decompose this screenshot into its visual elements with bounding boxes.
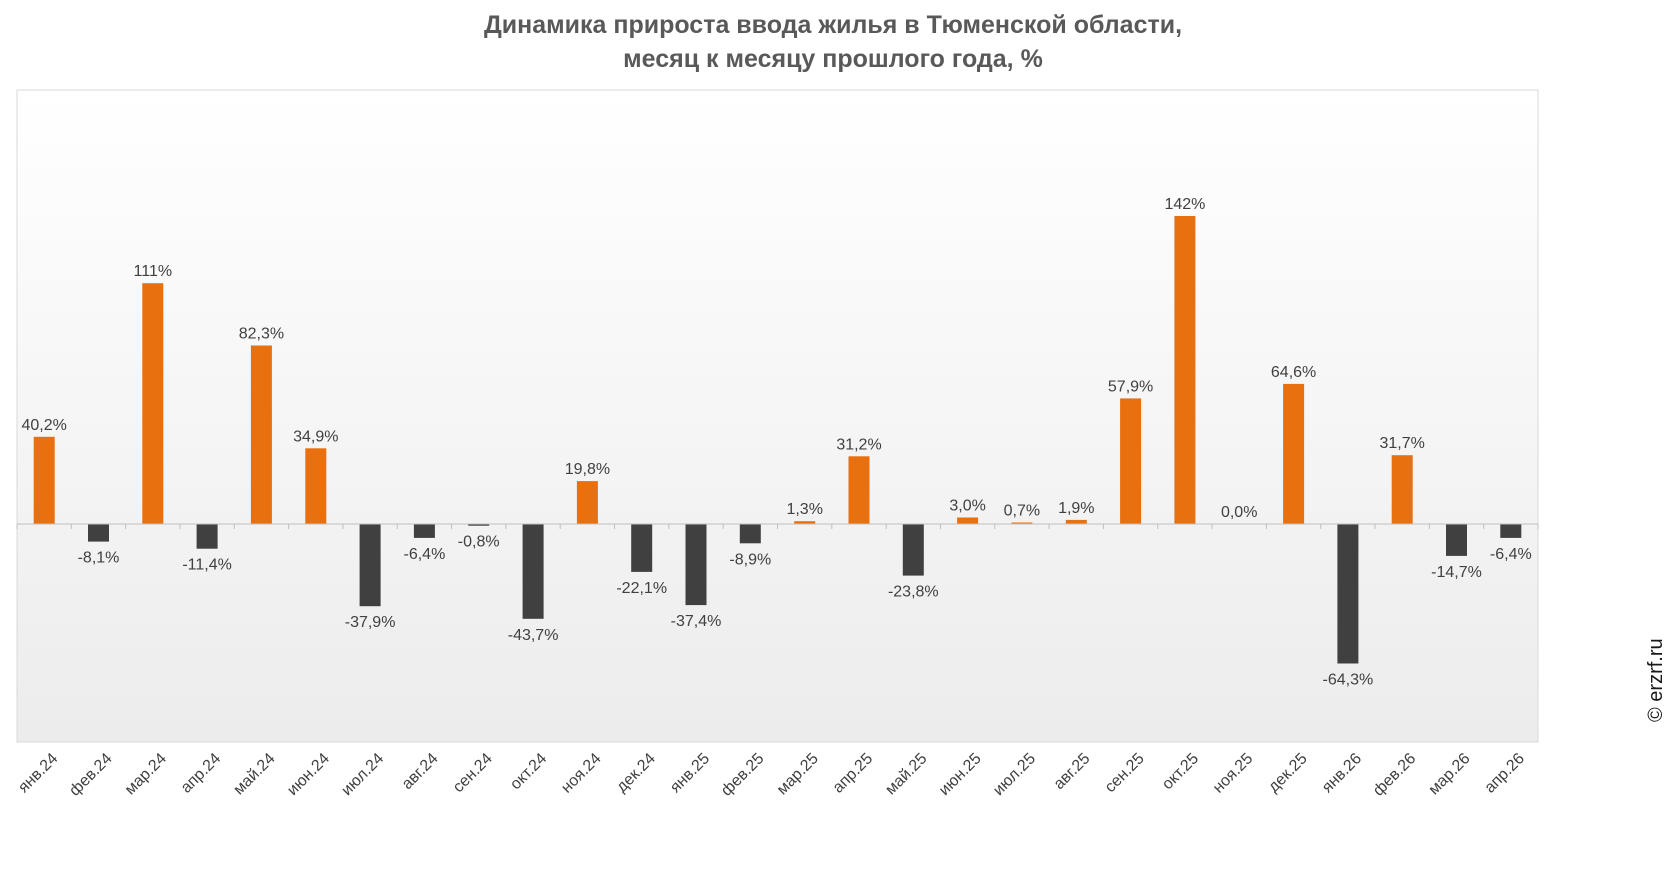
x-axis-ticks (16, 524, 1539, 529)
bar-фев.24 (88, 524, 109, 542)
data-label-янв.24: 40,2% (22, 417, 67, 434)
data-label-фев.24: -8,1% (78, 550, 120, 567)
x-axis-label-мар.24: мар.24 (122, 750, 170, 798)
data-label-сен.25: 57,9% (1108, 378, 1153, 395)
bar-апр.24 (196, 524, 218, 549)
bar-сен.25 (1120, 398, 1142, 524)
data-label-дек.25: 64,6% (1271, 364, 1316, 381)
data-label-апр.25: 31,2% (836, 436, 881, 453)
bar-окт.25 (1174, 216, 1196, 524)
data-label-фев.25: -8,9% (729, 551, 771, 568)
x-axis-label-дек.25: дек.25 (1265, 750, 1311, 796)
bars-layer (33, 216, 1522, 664)
bar-мар.26 (1446, 524, 1467, 556)
data-label-окт.24: -43,7% (508, 627, 559, 644)
bar-дек.24 (631, 524, 653, 572)
x-axis-label-окт.25: окт.25 (1159, 750, 1202, 793)
bar-фев.25 (739, 524, 761, 544)
x-axis-label-сен.24: сен.24 (450, 750, 496, 796)
data-label-авг.24: -6,4% (404, 546, 446, 563)
data-label-сен.24: -0,8% (458, 534, 500, 551)
x-axis-label-фев.25: фев.25 (718, 750, 767, 799)
x-axis-label-авг.24: авг.24 (399, 750, 442, 793)
data-label-янв.26: -64,3% (1323, 672, 1374, 689)
data-label-июн.25: 3,0% (949, 498, 985, 515)
bar-авг.25 (1065, 519, 1087, 524)
x-axis-label-авг.25: авг.25 (1051, 750, 1094, 793)
x-axis-label-янв.24: янв.24 (15, 750, 61, 796)
data-labels-layer: 40,2% -8,1% 111% -11,4% 82,3% 34,9% -37,9% -6,4… (22, 196, 1532, 689)
bar-окт.24 (522, 524, 544, 619)
data-label-дек.24: -22,1% (616, 580, 667, 597)
x-axis-label-янв.25: янв.25 (667, 750, 713, 796)
x-axis-label-сен.25: сен.25 (1102, 750, 1148, 796)
data-label-май.24: 82,3% (239, 326, 284, 343)
bar-сен.24 (468, 524, 490, 526)
chart-title: Динамика прироста ввода жилья в Тюменско… (0, 8, 1666, 76)
x-axis-label-апр.25: апр.25 (830, 750, 877, 797)
x-axis-label-июн.24: июн.24 (284, 750, 333, 799)
data-label-авг.25: 1,9% (1058, 500, 1094, 517)
x-axis-label-июл.25: июл.25 (990, 750, 1039, 799)
data-label-мар.25: 1,3% (786, 501, 822, 518)
plot-area (16, 89, 1539, 743)
chart-title-line-1: Динамика прироста ввода жилья в Тюменско… (483, 11, 1183, 39)
data-label-янв.25: -37,4% (671, 613, 722, 630)
bar-ноя.24 (576, 481, 598, 524)
x-axis-label-дек.24: дек.24 (613, 750, 659, 796)
x-axis-label-мар.26: мар.26 (1426, 750, 1474, 798)
bar-апр.26 (1500, 524, 1522, 538)
bar-июн.25 (957, 517, 979, 524)
bar-дек.25 (1283, 383, 1305, 524)
chart-title-line-2: месяц к месяцу прошлого года, % (623, 45, 1043, 73)
bar-май.25 (902, 524, 924, 576)
data-label-ноя.24: 19,8% (565, 461, 610, 478)
x-axis-label-май.24: май.24 (230, 750, 278, 798)
bar-янв.26 (1337, 524, 1359, 664)
bar-апр.25 (848, 456, 870, 524)
x-axis-labels: янв.24 фев.24 мар.24 апр.24 май.24 июн.24 июл.… (15, 750, 1528, 799)
data-label-мар.24: 111% (134, 263, 173, 280)
x-axis-label-апр.24: апр.24 (178, 750, 225, 797)
bar-июл.25 (1011, 522, 1033, 524)
x-axis-label-июл.24: июл.24 (338, 750, 387, 799)
x-axis-label-май.25: май.25 (882, 750, 930, 798)
x-axis-label-янв.26: янв.26 (1319, 750, 1365, 796)
x-axis-label-фев.26: фев.26 (1370, 750, 1419, 799)
x-axis-label-апр.26: апр.26 (1482, 750, 1529, 797)
x-axis-label-июн.25: июн.25 (936, 750, 985, 799)
data-label-апр.24: -11,4% (182, 557, 232, 574)
bar-май.24 (250, 345, 272, 524)
data-label-ноя.25: 0,0% (1221, 504, 1257, 521)
bar-авг.24 (413, 524, 435, 538)
x-axis-label-фев.24: фев.24 (66, 750, 115, 799)
x-axis-label-ноя.25: ноя.25 (1210, 750, 1256, 796)
bar-июн.24 (305, 448, 327, 524)
data-label-июн.24: 34,9% (293, 428, 338, 445)
data-label-мар.26: -14,7% (1431, 564, 1482, 581)
bar-янв.24 (33, 436, 55, 524)
watermark-text: © erzrf.ru (1645, 638, 1666, 722)
bar-мар.25 (794, 521, 816, 524)
x-axis-label-окт.24: окт.24 (507, 750, 550, 793)
x-axis-label-мар.25: мар.25 (774, 750, 822, 798)
bar-фев.26 (1391, 455, 1413, 524)
data-label-фев.26: 31,7% (1380, 435, 1425, 452)
data-label-май.25: -23,8% (888, 584, 939, 601)
bar-июл.24 (359, 524, 381, 607)
data-label-июл.24: -37,9% (345, 614, 396, 631)
data-label-июл.25: 0,7% (1004, 503, 1040, 520)
data-label-апр.26: -6,4% (1490, 546, 1532, 563)
bar-мар.24 (142, 283, 164, 524)
data-label-окт.25: 142% (1164, 196, 1205, 213)
x-axis-label-ноя.24: ноя.24 (558, 750, 604, 796)
bar-янв.25 (685, 524, 707, 606)
